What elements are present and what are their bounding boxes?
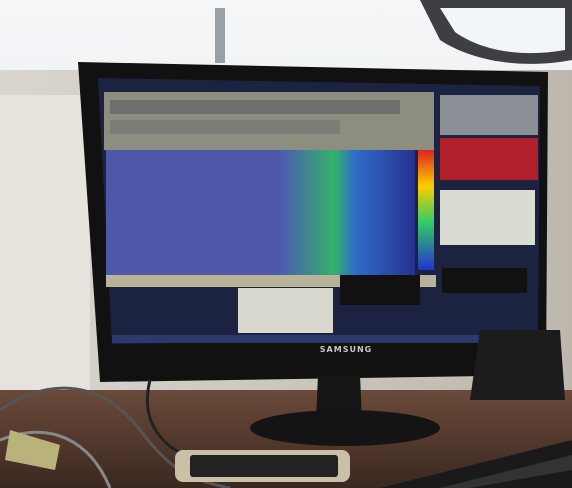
pole [215, 8, 225, 63]
toolbar-row [110, 120, 340, 134]
graph-panel [442, 268, 527, 293]
phone-screen [190, 455, 338, 477]
list-panel [440, 190, 535, 245]
info-window [238, 288, 333, 333]
keyboard-keys [440, 455, 572, 488]
toolbar-row [110, 100, 400, 114]
monitor-base [250, 410, 440, 446]
speaker [470, 330, 565, 400]
graph-panel [340, 275, 420, 305]
wall-panel [0, 95, 90, 395]
map-area [106, 150, 286, 275]
alert-panel [440, 138, 538, 180]
side-panel [440, 95, 538, 135]
porthole [440, 8, 565, 54]
brand-logo: SAMSUNG [320, 345, 372, 354]
monitor-neck [316, 375, 362, 420]
power-strip [5, 430, 60, 470]
taskbar [112, 335, 537, 343]
color-scale [418, 150, 434, 270]
sonar-swath [280, 150, 415, 275]
